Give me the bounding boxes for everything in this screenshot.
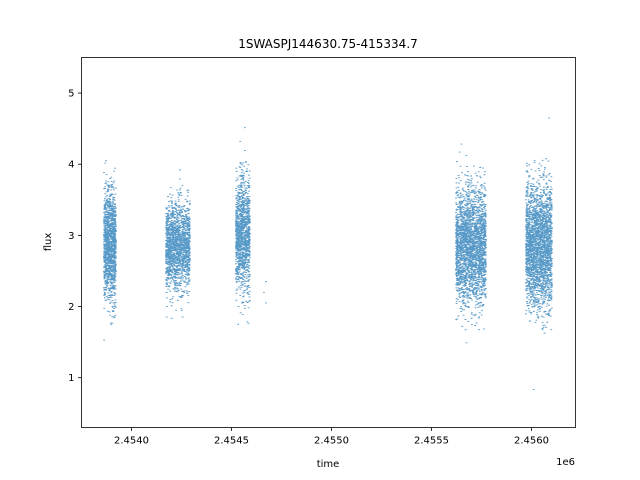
y-tick-label: 3 bbox=[68, 231, 74, 242]
x-tick-label: 2.4560 bbox=[514, 436, 549, 447]
plot-frame bbox=[81, 57, 576, 428]
y-tick-label: 1 bbox=[68, 373, 74, 384]
y-tick-label: 5 bbox=[68, 89, 74, 100]
x-tick-label: 2.4550 bbox=[314, 436, 349, 447]
x-axis: 2.4540 2.4545 2.4550 2.4555 2.4560 bbox=[114, 427, 549, 447]
x-tick-label: 2.4545 bbox=[214, 436, 249, 447]
y-axis-label: flux bbox=[43, 233, 54, 252]
scatter-points bbox=[103, 117, 553, 390]
x-offset-label: 1e6 bbox=[556, 457, 575, 468]
x-axis-label: time bbox=[317, 459, 340, 470]
data-points bbox=[103, 117, 553, 390]
y-tick-label: 2 bbox=[68, 302, 74, 313]
chart-title: 1SWASPJ144630.75-415334.7 bbox=[238, 37, 418, 51]
y-axis: 1 2 3 4 5 bbox=[68, 89, 82, 384]
y-tick-label: 4 bbox=[68, 160, 74, 171]
x-tick-label: 2.4540 bbox=[114, 436, 149, 447]
x-tick-label: 2.4555 bbox=[414, 436, 449, 447]
